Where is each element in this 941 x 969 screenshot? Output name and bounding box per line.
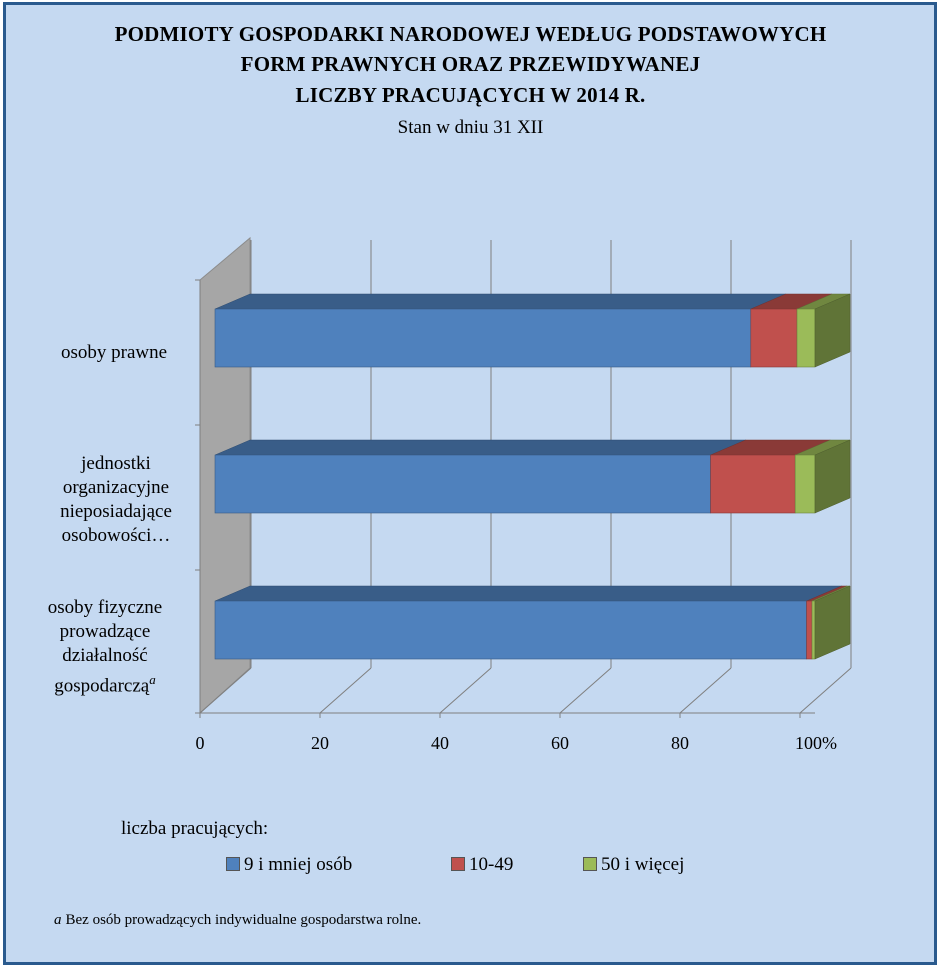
legend-label: 10-49 [469,854,514,875]
bar-segment [214,600,807,660]
bar-segment [796,308,816,368]
floor-gridline [439,667,492,714]
x-tick-label: 100% [795,733,837,753]
legend-swatch [451,857,465,871]
bar-side-face [814,585,851,660]
legend-item-small: 9 i mniej osób [226,854,352,876]
legend-label: 9 i mniej osób [244,854,353,875]
floor-gridline [319,667,372,714]
bar-segment [811,600,816,660]
footnote-mark: a [54,912,62,928]
legend-title: liczba pracujących: [121,818,269,839]
chart-title-line-3: LICZBY PRACUJĄCYCH W 2014 R. [295,83,646,107]
bar-side-face [814,293,851,368]
floor-gridline [199,667,252,714]
legend-swatch [583,857,597,871]
x-tick-label: 60 [551,733,569,753]
x-tick-label: 0 [196,733,205,753]
category-label-text: osoby fizyczne prowadzące działalność go… [47,597,163,697]
x-tick-label: 20 [311,733,329,753]
legend-item-medium: 10-49 [451,854,513,876]
floor-gridline [799,667,852,714]
bar-segment [750,308,798,368]
bar-segment [794,454,816,514]
category-label-osoby-fizyczne: osoby fizyczne prowadzące działalność go… [30,596,180,698]
bar-top-face [214,585,842,602]
bar-top-face [214,293,786,310]
bar-segment [710,454,796,514]
legend-label: 50 i więcej [601,854,685,875]
bar-segment [214,454,711,514]
chart-title-line-1: PODMIOTY GOSPODARKI NARODOWEJ WEDŁUG POD… [114,22,827,46]
legend-item-large: 50 i więcej [583,854,684,876]
category-footnote-mark: a [149,672,156,687]
footnote: a Bez osób prowadzących indywidualne gosp… [54,912,421,929]
bar-top-face [214,439,746,456]
category-label-text: osoby prawne [60,342,168,363]
floor-gridline [559,667,612,714]
chart-subtitle: Stan w dniu 31 XII [397,117,544,138]
category-label-osoby-prawne: osoby prawne [24,341,204,365]
bar-segment [214,308,752,368]
chart-title-line-2: FORM PRAWNYCH ORAZ PRZEWIDYWANEJ [240,52,701,76]
bar-side-face [814,439,851,514]
x-tick-label: 40 [431,733,449,753]
category-label-text: jednostki organizacyjne nieposiadające o… [60,453,172,546]
footnote-text: Bez osób prowadzących indywidualne gospo… [65,912,422,928]
floor-gridline [679,667,732,714]
category-label-jednostki: jednostki organizacyjne nieposiadające o… [50,452,182,548]
bar-segment [806,600,813,660]
legend-swatch [226,857,240,871]
x-tick-label: 80 [671,733,689,753]
